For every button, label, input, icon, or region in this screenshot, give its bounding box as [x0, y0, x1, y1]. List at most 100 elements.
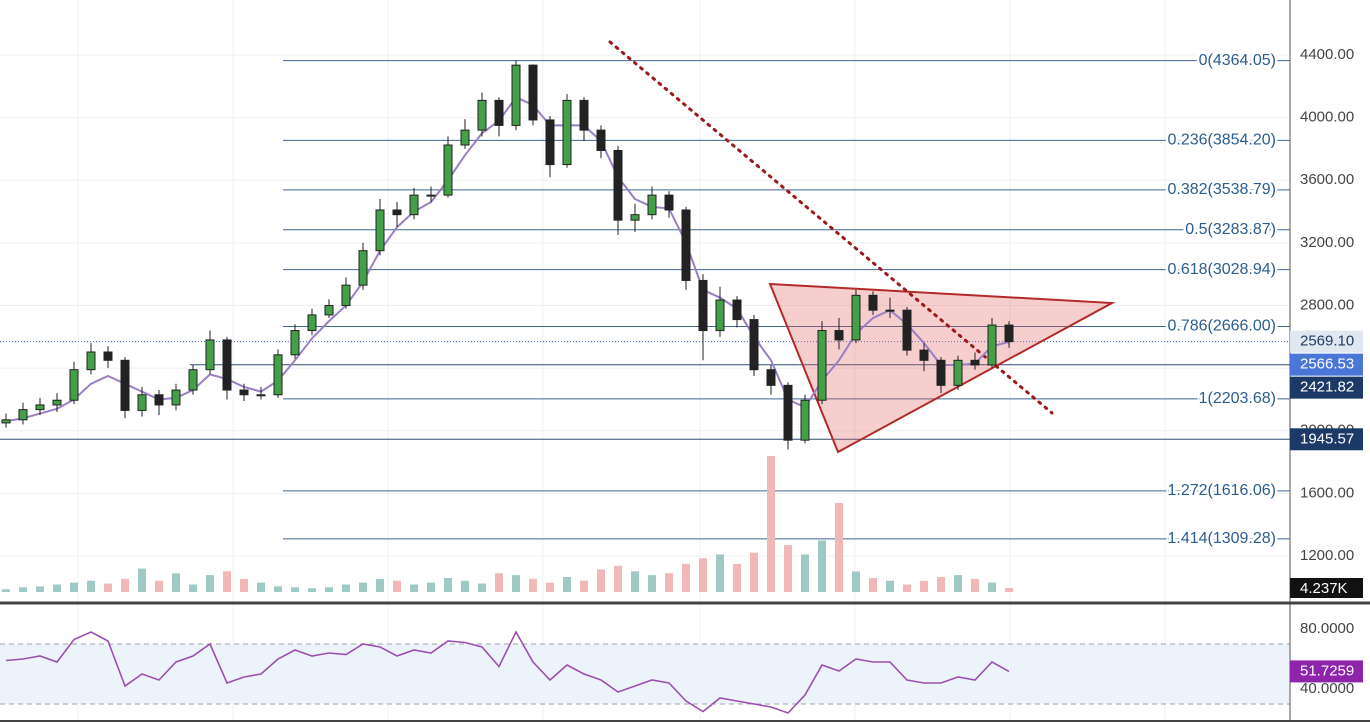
candle-body	[375, 209, 385, 252]
candle-body	[69, 369, 79, 401]
volume-bar	[121, 578, 129, 592]
fib-label: 0(4364.05)	[1199, 52, 1276, 69]
volume-bar	[971, 578, 979, 592]
candle-body	[698, 279, 708, 332]
candle-body	[596, 129, 606, 151]
volume-bar	[444, 577, 452, 592]
candle-body	[426, 194, 436, 197]
volume-bar	[988, 582, 996, 592]
volume-bar	[308, 588, 316, 592]
volume-bar	[325, 587, 333, 592]
candle-body	[868, 294, 878, 311]
volume-bar	[597, 569, 605, 592]
candle-body	[443, 144, 453, 196]
volume-bar	[87, 580, 95, 592]
volume-bar	[529, 578, 537, 592]
price-tag	[1290, 428, 1363, 451]
volume-bar	[393, 580, 401, 592]
volume-bar	[886, 580, 894, 592]
volume-bar	[1005, 588, 1013, 592]
volume-bar	[767, 456, 775, 592]
candle-body	[307, 314, 317, 332]
candle-body	[256, 394, 266, 397]
candle-body	[545, 119, 555, 166]
volume-bar	[716, 554, 724, 592]
volume-bar	[903, 584, 911, 592]
candle-body	[630, 214, 640, 221]
candle-body	[715, 299, 725, 332]
candle-body	[817, 330, 827, 401]
candle-body	[205, 339, 215, 371]
candle-body	[273, 354, 283, 396]
candle-body	[579, 99, 589, 131]
candle-body	[477, 99, 487, 131]
volume-bar	[104, 583, 112, 592]
candle-body	[919, 349, 929, 361]
volume-bar	[750, 552, 758, 592]
volume-bar	[784, 545, 792, 592]
candle-body	[613, 149, 623, 221]
candle-body	[103, 351, 113, 361]
volume-bar	[852, 571, 860, 592]
vertical-grid	[77, 0, 1166, 722]
fib-label: 0.618(3028.94)	[1167, 261, 1276, 278]
volume-bar	[172, 573, 180, 592]
candle-body	[222, 339, 232, 391]
y-tick-label: 3200.00	[1300, 234, 1354, 251]
price-tag	[1290, 353, 1363, 376]
price-tag-label: 1945.57	[1300, 430, 1354, 447]
volume-bar	[70, 582, 78, 592]
volume-tag	[1290, 578, 1363, 598]
candle-body	[35, 404, 45, 411]
candle-body	[1004, 324, 1014, 343]
price-tag-label: 2566.53	[1300, 356, 1354, 373]
candle-body	[120, 359, 130, 411]
y-tick-label: 2800.00	[1300, 296, 1354, 313]
volume-bar	[257, 582, 265, 592]
price-tag	[1290, 376, 1363, 399]
volume-bar	[291, 587, 299, 592]
candle-body	[188, 369, 198, 391]
candle-body	[766, 369, 776, 386]
candle-body	[647, 194, 657, 216]
volume-bar	[563, 577, 571, 592]
volume-bar	[699, 558, 707, 592]
y-tick-label: 1600.00	[1300, 484, 1354, 501]
fib-label: 1.414(1309.28)	[1167, 530, 1276, 547]
candle-body	[749, 319, 759, 371]
volume-tag-label: 4.237K	[1300, 580, 1348, 597]
rsi-tag-label: 51.7259	[1300, 662, 1354, 679]
volume-bar	[920, 580, 928, 592]
volume-bar	[19, 587, 27, 592]
fib-label: 0.5(3283.87)	[1185, 221, 1276, 238]
rsi-tick-label: 40.0000	[1300, 680, 1354, 697]
candle-body	[86, 351, 96, 371]
candle-body	[936, 359, 946, 386]
candle-body	[970, 359, 980, 366]
volume-bar	[427, 582, 435, 592]
candle-body	[885, 309, 895, 312]
rsi-line	[5, 630, 1010, 714]
price-tag	[1290, 330, 1363, 353]
candle-body	[953, 359, 963, 386]
volume-bar	[546, 582, 554, 592]
candle-body	[409, 194, 419, 216]
candle-body	[511, 64, 521, 126]
volume-bar	[359, 582, 367, 592]
price-tag-label: 2569.10	[1300, 333, 1354, 350]
candle-body	[800, 399, 810, 441]
rsi-tag	[1290, 660, 1363, 683]
candle-body	[460, 129, 470, 146]
candle-body	[494, 99, 504, 126]
volume-bar	[869, 577, 877, 592]
candle-body	[783, 384, 793, 441]
candle-body	[732, 299, 742, 321]
candle-body	[987, 324, 997, 366]
volume-bar	[512, 575, 520, 592]
candle-body	[834, 330, 844, 341]
volume-bar	[410, 584, 418, 592]
candle-body	[664, 194, 674, 211]
candle-body	[681, 209, 691, 281]
volume-bar	[580, 580, 588, 592]
volume-bar	[274, 586, 282, 592]
